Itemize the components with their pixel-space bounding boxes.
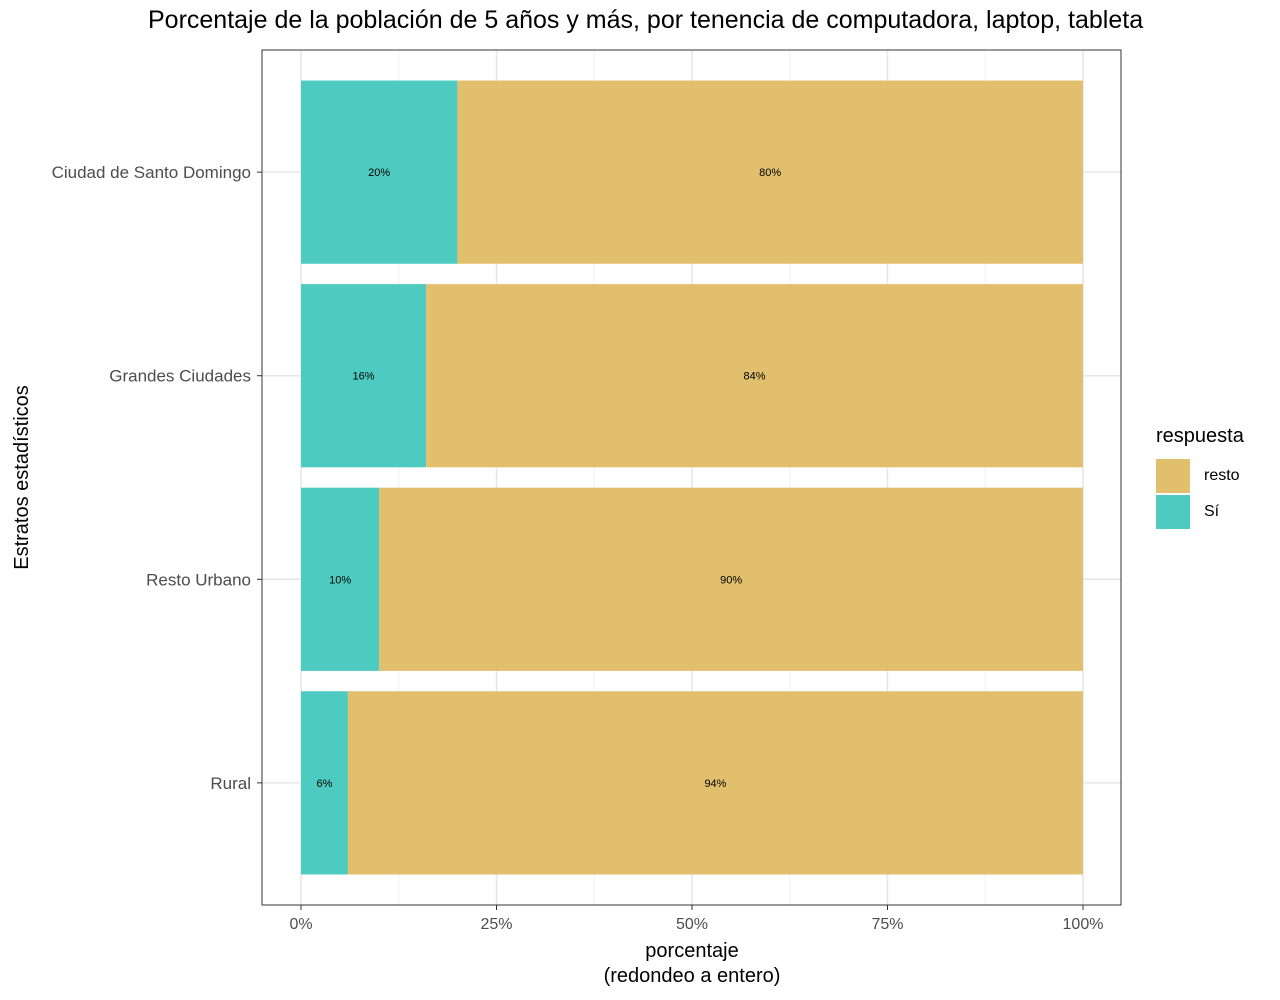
legend-swatch: [1156, 459, 1190, 493]
data-label: 10%: [329, 574, 351, 586]
y-tick-label: Grandes Ciudades: [109, 367, 251, 386]
y-tick-label: Ciudad de Santo Domingo: [52, 163, 251, 182]
legend-swatch: [1156, 495, 1190, 529]
axes: 0% 25% 50% 75% 100% Ciudad de Santo Domingo Gr…: [11, 49, 1122, 987]
y-axis-title: Estratos estadísticos: [11, 385, 33, 570]
x-axis-title: porcentaje: [645, 940, 738, 962]
x-tick-label: 25%: [480, 916, 512, 933]
data-label: 84%: [744, 371, 766, 383]
chart-title: Porcentaje de la población de 5 años y m…: [148, 6, 1144, 34]
x-axis-subtitle: (redondeo a entero): [604, 965, 781, 987]
bar-segment: [301, 487, 380, 671]
bar-segment: [426, 284, 1083, 468]
legend-item: resto: [1156, 458, 1276, 494]
x-tick-label: 50%: [676, 916, 708, 933]
data-label: 20%: [368, 167, 390, 179]
legend-title: respuesta: [1156, 425, 1244, 447]
bar-segment: [301, 284, 427, 468]
data-label: 6%: [317, 778, 333, 790]
legend-item: Sí: [1156, 494, 1276, 530]
data-label: 94%: [704, 778, 726, 790]
bar-segment: [301, 691, 348, 875]
data-label: 80%: [759, 167, 781, 179]
legend-label: resto: [1204, 467, 1240, 484]
y-tick-label: Resto Urbano: [146, 570, 251, 589]
bar-segment: [457, 80, 1083, 264]
data-label: 16%: [353, 371, 375, 383]
x-tick-label: 0%: [289, 916, 312, 933]
legend: respuesta resto Sí: [1156, 425, 1276, 530]
bars: [301, 80, 1083, 875]
bar-segment: [301, 80, 458, 264]
legend-label: Sí: [1204, 503, 1220, 520]
bar-segment: [379, 487, 1083, 671]
data-label: 90%: [720, 574, 742, 586]
data-labels: 20% 80% 16% 84% 10% 90% 6% 94%: [317, 167, 782, 790]
bar-segment: [347, 691, 1083, 875]
y-tick-label: Rural: [210, 774, 251, 793]
x-tick-label: 75%: [871, 916, 903, 933]
x-tick-label: 100%: [1063, 916, 1104, 933]
